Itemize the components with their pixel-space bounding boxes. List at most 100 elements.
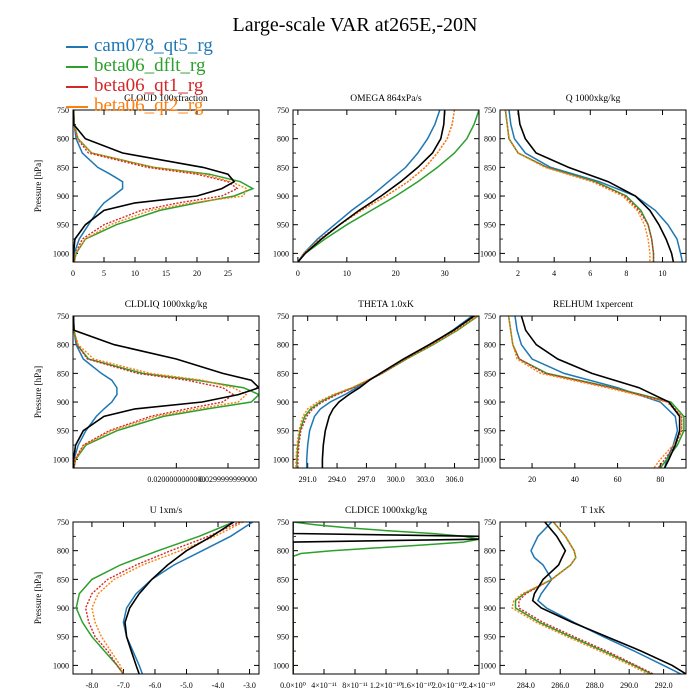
y-tick-label: 850 xyxy=(57,575,69,584)
panel-4: 750 800 850 900 950 1000 0.02000000000000.0299… xyxy=(33,300,260,484)
y-tick-label: 800 xyxy=(484,341,496,350)
panel-5: 750 800 850 900 950 1000 291.0 294.0 297.0 300.0 3… xyxy=(273,300,480,484)
panel-title: CLDLIQ 1000xkg/kg xyxy=(125,300,208,310)
y-tick-label: 900 xyxy=(484,604,496,613)
series-line-cam078_qt5_rg xyxy=(73,316,118,468)
x-tick-label: 0.0200000000000 xyxy=(147,475,205,484)
series-line-cam078_qt5_rg xyxy=(514,316,679,468)
series-line-beta06_qt1_rg xyxy=(84,522,241,674)
x-tick-label: 4×10⁻¹¹ xyxy=(311,681,337,690)
x-tick-label: 303.0 xyxy=(416,475,434,484)
series-line-beta06_qt2_rg xyxy=(295,316,478,468)
y-tick-label: 1000 xyxy=(53,455,69,464)
y-tick-label: 750 xyxy=(277,312,289,321)
series-line-cam078_qt5_rg xyxy=(305,316,473,468)
y-tick-label: 950 xyxy=(484,221,496,230)
x-tick-label: 10 xyxy=(659,269,667,278)
legend-label: cam078_qt5_rg xyxy=(94,35,213,56)
series-line-beta06_dflt_rg xyxy=(507,316,685,468)
plot-frame xyxy=(292,521,480,675)
x-tick-label: 6 xyxy=(588,269,592,278)
y-tick-label: 950 xyxy=(484,427,496,436)
y-tick-label: 900 xyxy=(277,398,289,407)
x-tick-label: 80 xyxy=(656,475,664,484)
panel-title: RELHUM 1xpercent xyxy=(553,300,633,310)
series-line-beta06_qt2_rg xyxy=(504,110,651,262)
y-tick-label: 1000 xyxy=(53,661,69,670)
x-tick-label: 1.6×10⁻¹⁰ xyxy=(401,681,433,690)
legend-swatch xyxy=(66,106,88,108)
series-line-cam078_qt5_rg xyxy=(297,110,441,262)
x-tick-label: 284.0 xyxy=(517,681,535,690)
x-tick-label: 25 xyxy=(224,269,232,278)
plot-frame xyxy=(72,521,260,675)
y-tick-label: 800 xyxy=(484,135,496,144)
x-tick-label: 2.0×10⁻¹⁰ xyxy=(432,681,464,690)
y-tick-label: 900 xyxy=(484,398,496,407)
panel-6: 750 800 850 900 950 1000 20 40 60 80 RELHUM 1xperc… xyxy=(480,300,687,484)
y-tick-label: 850 xyxy=(57,369,69,378)
x-tick-label: 0 xyxy=(296,269,300,278)
series-line-beta06_qt2_rg xyxy=(511,522,649,674)
panel-3: 750 800 850 900 950 1000 2 4 6 8 10 Q 1000xkg/kg xyxy=(480,94,687,278)
y-tick-label: 750 xyxy=(277,518,289,527)
legend-item-2: beta06_dflt_rg xyxy=(66,56,306,76)
y-axis-label: Pressure [hPa] xyxy=(33,160,43,212)
y-tick-label: 750 xyxy=(57,312,69,321)
x-tick-label: 8 xyxy=(624,269,628,278)
panel-1: 750 800 850 900 950 1000 0 5 10 15 20 25 CLOUD 100xf… xyxy=(33,93,260,278)
plot-frame xyxy=(499,521,687,675)
series-line-cam078_qt5_rg xyxy=(530,522,682,674)
y-tick-label: 950 xyxy=(484,633,496,642)
x-tick-label: 4 xyxy=(552,269,556,278)
y-tick-label: 850 xyxy=(277,369,289,378)
series-line-reference xyxy=(321,316,475,468)
panel-title: T 1xK xyxy=(581,506,606,516)
series-line-cam078_qt5_rg xyxy=(122,522,254,674)
series-line-beta06_dflt_rg xyxy=(293,522,479,674)
x-tick-label: -8.0 xyxy=(86,681,99,690)
y-tick-label: 900 xyxy=(484,192,496,201)
x-tick-label: 2 xyxy=(516,269,520,278)
x-tick-label: 60 xyxy=(614,475,622,484)
x-tick-label: 20 xyxy=(193,269,201,278)
series-line-beta06_qt2_rg xyxy=(73,110,248,262)
series-line-beta06_qt1_rg xyxy=(73,110,239,262)
x-tick-label: 294.0 xyxy=(328,475,346,484)
series-line-beta06_dflt_rg xyxy=(75,522,235,674)
y-tick-label: 850 xyxy=(57,163,69,172)
y-tick-label: 800 xyxy=(57,341,69,350)
plot-frame xyxy=(72,315,260,469)
y-tick-label: 1000 xyxy=(53,249,69,258)
y-tick-label: 1000 xyxy=(480,455,496,464)
series-line-beta06_qt1_rg xyxy=(73,316,235,468)
panel-title: Q 1000xkg/kg xyxy=(566,94,621,104)
y-tick-label: 950 xyxy=(57,633,69,642)
series-line-beta06_qt2_rg xyxy=(73,316,248,468)
legend-item-3: beta06_qt1_rg xyxy=(66,76,306,96)
x-tick-label: 306.0 xyxy=(446,475,464,484)
x-tick-label: 0.0299999999000 xyxy=(199,475,257,484)
series-line-reference xyxy=(517,110,675,262)
panel-title: OMEGA 864xPa/s xyxy=(350,94,422,104)
y-tick-label: 950 xyxy=(57,427,69,436)
y-tick-label: 1000 xyxy=(273,455,289,464)
panel-2: 750 800 850 900 950 1000 0 10 20 30 OMEGA 864xPa/s xyxy=(273,94,480,278)
series-line-beta06_qt2_rg xyxy=(91,522,244,674)
series-line-reference xyxy=(293,522,479,674)
y-tick-label: 900 xyxy=(277,604,289,613)
figure-title: Large-scale VAR at265E,-20N xyxy=(233,14,478,36)
legend-swatch xyxy=(66,46,88,48)
legend-swatch xyxy=(66,66,88,68)
x-tick-label: 1.2×10⁻¹⁰ xyxy=(370,681,402,690)
x-tick-label: -5.0 xyxy=(180,681,193,690)
series-line-beta06_qt1_rg xyxy=(504,110,655,262)
y-tick-label: 800 xyxy=(277,135,289,144)
x-tick-label: 5 xyxy=(102,269,106,278)
y-tick-label: 1000 xyxy=(480,249,496,258)
x-tick-label: 0.0×10⁰ xyxy=(280,681,306,690)
x-tick-label: 288.0 xyxy=(586,681,604,690)
y-tick-label: 950 xyxy=(277,633,289,642)
x-tick-label: 15 xyxy=(162,269,170,278)
